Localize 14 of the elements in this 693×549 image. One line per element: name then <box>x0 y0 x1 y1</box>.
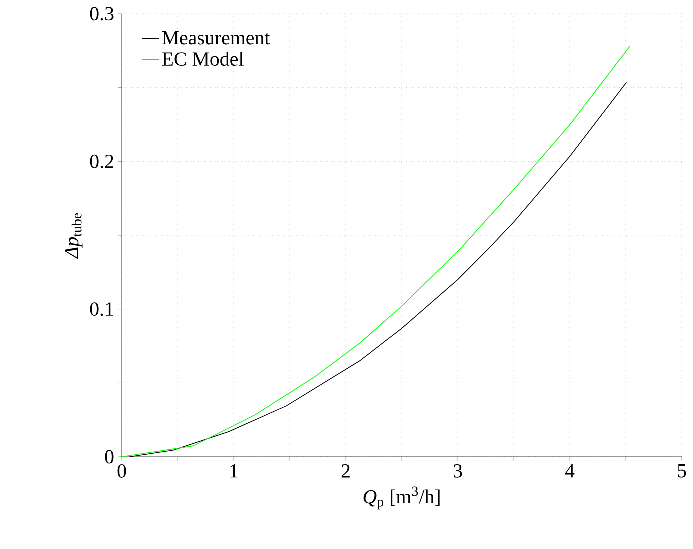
x-tick-label: 3 <box>454 464 462 478</box>
y-tick-label: 0 <box>105 450 114 464</box>
y-axis-title: Δp$_{tube}$ <box>65 213 83 260</box>
legend-label: Measurement <box>162 31 270 45</box>
x-axis-title: Q$_{p}$ [m$^{3}$/h] <box>364 486 440 510</box>
x-tick-label: 0 <box>118 464 126 478</box>
x-tick-label: 4 <box>565 464 575 478</box>
legend-label: EC Model <box>162 52 244 66</box>
x-tick-label: 5 <box>678 464 686 478</box>
y-tick-label: 0.3 <box>90 7 114 21</box>
y-tick-label: 0.1 <box>90 302 114 316</box>
x-tick-label: 1 <box>230 464 238 478</box>
y-tick-label: 0.2 <box>90 154 114 168</box>
x-tick-label: 2 <box>342 464 350 478</box>
